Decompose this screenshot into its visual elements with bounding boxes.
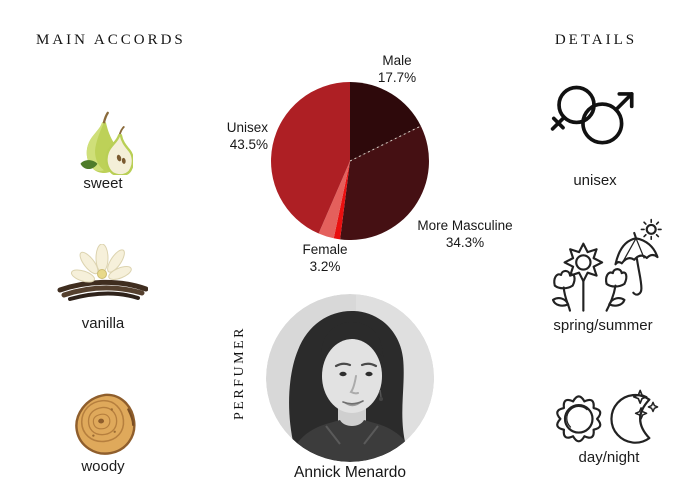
vanilla-icon: [56, 244, 148, 308]
unisex-gender-icon: [548, 77, 640, 155]
detail-label-day-night: day/night: [578, 449, 640, 466]
pie-slice-unlabeled: [333, 161, 350, 240]
pie-slice-divider-line: [349, 125, 422, 162]
pie-label-female: Female 3.2%: [302, 242, 348, 274]
pie-slice-female: [318, 161, 350, 239]
accord-label-woody: woody: [81, 458, 125, 475]
accord-label-sweet: sweet: [83, 175, 123, 192]
detail-label-unisex: unisex: [573, 172, 617, 189]
pie-slice-unisex: [271, 82, 350, 234]
detail-label-spring-summer: spring/summer: [553, 317, 653, 334]
pie-label-unisex: Unisex 43.5%: [226, 120, 268, 152]
perfumer-section-label: PERFUMER: [232, 326, 247, 420]
wood-slice-icon: [72, 392, 138, 456]
pie-label-more-masculine: More Masculine 34.3%: [417, 218, 513, 250]
pie-label-male: Male 17.7%: [377, 53, 417, 85]
gender-pie-chart: [271, 82, 429, 240]
spring-summer-icon: [540, 216, 666, 316]
pie-slice-male: [350, 82, 421, 161]
pie-slice-more-masculine: [340, 126, 429, 240]
pear-icon: [75, 111, 133, 175]
details-title: DETAILS: [554, 32, 638, 48]
perfumer-name: Annick Menardo: [293, 464, 406, 481]
main-accords-title: MAIN ACCORDS: [36, 32, 186, 48]
day-night-icon: [545, 384, 673, 450]
perfumer-photo: [266, 294, 434, 462]
accord-label-vanilla: vanilla: [81, 315, 125, 332]
